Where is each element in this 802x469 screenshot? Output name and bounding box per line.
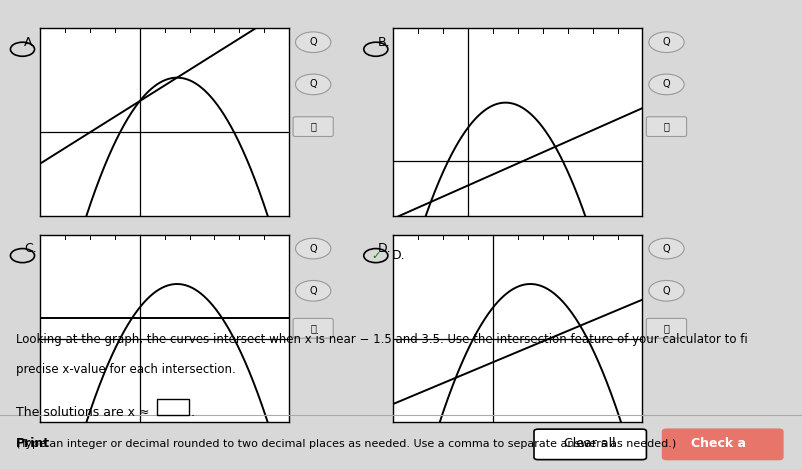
Text: Q: Q xyxy=(662,79,670,90)
FancyBboxPatch shape xyxy=(646,117,686,136)
Text: D.: D. xyxy=(377,242,391,255)
Circle shape xyxy=(295,280,330,301)
Text: A.: A. xyxy=(24,36,36,49)
FancyBboxPatch shape xyxy=(293,318,333,338)
Text: (Type an integer or decimal rounded to two decimal places as needed. Use a comma: (Type an integer or decimal rounded to t… xyxy=(16,439,675,448)
Text: C.: C. xyxy=(24,242,37,255)
Text: Q: Q xyxy=(662,286,670,296)
Text: Q: Q xyxy=(662,37,670,47)
Circle shape xyxy=(648,74,683,95)
FancyBboxPatch shape xyxy=(533,429,646,460)
Circle shape xyxy=(648,238,683,259)
Text: Q: Q xyxy=(309,37,317,47)
FancyBboxPatch shape xyxy=(293,117,333,136)
FancyBboxPatch shape xyxy=(646,318,686,338)
Circle shape xyxy=(295,74,330,95)
Text: Q: Q xyxy=(309,79,317,90)
Text: ⧉: ⧉ xyxy=(662,121,669,132)
Text: The solutions are x ≈: The solutions are x ≈ xyxy=(16,406,153,419)
FancyBboxPatch shape xyxy=(156,399,188,415)
Text: Check a: Check a xyxy=(691,437,745,450)
Text: B.: B. xyxy=(377,36,390,49)
Text: Looking at the graph, the curves intersect when x is near − 1.5 and 3.5. Use the: Looking at the graph, the curves interse… xyxy=(16,333,747,346)
Text: Q: Q xyxy=(309,286,317,296)
Circle shape xyxy=(648,32,683,53)
Circle shape xyxy=(295,32,330,53)
Text: .: . xyxy=(190,406,194,419)
Text: ⧉: ⧉ xyxy=(310,323,316,333)
Text: D.: D. xyxy=(391,249,405,262)
Text: Q: Q xyxy=(662,243,670,254)
Text: ⧉: ⧉ xyxy=(310,121,316,132)
FancyBboxPatch shape xyxy=(662,429,782,460)
Text: Print: Print xyxy=(16,437,50,450)
Text: ⧉: ⧉ xyxy=(662,323,669,333)
Circle shape xyxy=(295,238,330,259)
Text: ✓: ✓ xyxy=(371,250,380,261)
Text: Q: Q xyxy=(309,243,317,254)
Text: Clear all: Clear all xyxy=(564,437,615,450)
Text: precise x-value for each intersection.: precise x-value for each intersection. xyxy=(16,363,236,377)
Circle shape xyxy=(648,280,683,301)
